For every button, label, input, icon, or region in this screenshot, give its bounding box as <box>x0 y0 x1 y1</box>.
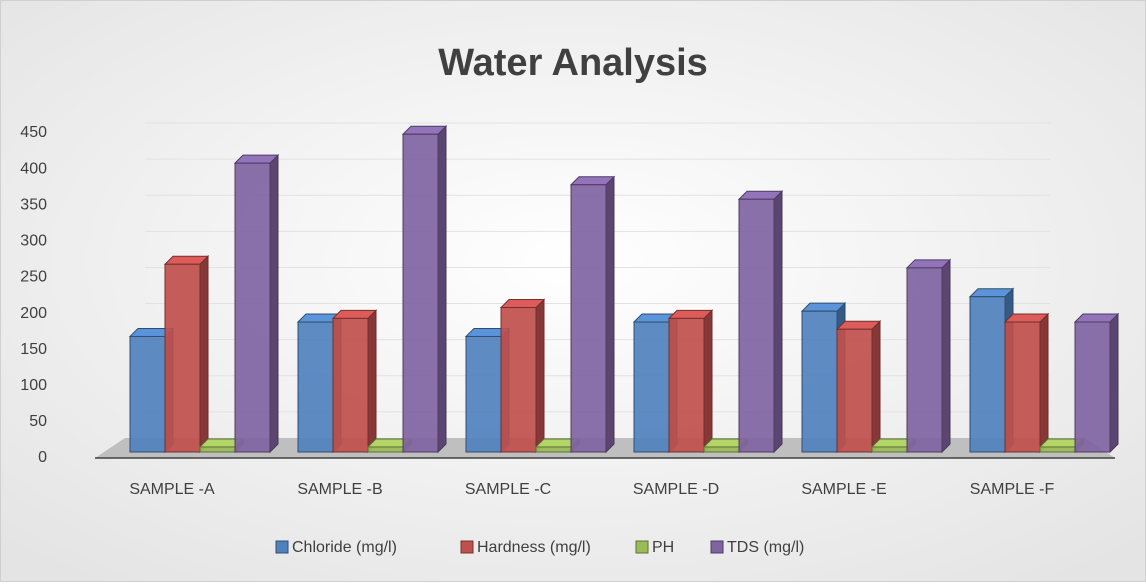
bar <box>233 153 280 454</box>
bar-front <box>402 133 439 453</box>
legend-swatch <box>710 540 724 554</box>
bar-top <box>800 302 847 312</box>
legend-swatch <box>635 540 649 554</box>
bar-front <box>1074 321 1111 453</box>
x-tick-label: SAMPLE -D <box>633 481 719 498</box>
bar-top <box>499 299 546 309</box>
bar-front <box>668 317 705 453</box>
bar-top <box>233 154 280 164</box>
bar-side <box>1039 312 1049 454</box>
bar <box>331 309 378 454</box>
y-tick-label: 0 <box>38 449 47 466</box>
bar-side <box>703 309 713 454</box>
legend-label: PH <box>652 539 674 556</box>
bar-side <box>773 190 783 454</box>
y-tick-label: 400 <box>20 160 47 177</box>
bar-front <box>1039 446 1076 453</box>
bar <box>401 125 448 454</box>
bar-side <box>871 320 881 454</box>
bar-front <box>801 310 838 453</box>
legend-label: Chloride (mg/l) <box>292 539 397 556</box>
bar-front <box>1004 321 1041 453</box>
bar-front <box>969 296 1006 453</box>
bar-side <box>605 175 615 454</box>
y-tick-label: 450 <box>20 124 47 141</box>
bar <box>569 175 616 454</box>
bar-top <box>401 125 448 135</box>
bar-front <box>332 317 369 453</box>
bar-front <box>129 335 166 453</box>
x-tick-label: SAMPLE -C <box>465 481 551 498</box>
x-tick-label: SAMPLE -F <box>970 481 1055 498</box>
bar <box>499 298 546 454</box>
bar <box>632 312 679 454</box>
bar-side <box>199 255 209 454</box>
bar <box>835 320 882 454</box>
bar-front <box>836 328 873 453</box>
bar-top <box>835 320 882 330</box>
y-tick-label: 350 <box>20 196 47 213</box>
bar-front <box>570 184 607 453</box>
bar-front <box>871 446 908 453</box>
y-tick-label: 300 <box>20 233 47 250</box>
bar-front <box>199 446 236 453</box>
bar-front <box>738 198 775 453</box>
bar-top <box>667 309 714 319</box>
x-tick-label: SAMPLE -E <box>801 481 886 498</box>
y-tick-label: 200 <box>20 305 47 322</box>
bar-front <box>367 446 404 453</box>
bar-side <box>535 298 545 454</box>
bar <box>737 190 784 454</box>
legend-swatch <box>275 540 289 554</box>
bar-side <box>367 309 377 454</box>
bar-top <box>569 176 616 186</box>
bar-top <box>1073 313 1120 323</box>
y-tick-label: 100 <box>20 377 47 394</box>
bar-top <box>331 309 378 319</box>
bar-top <box>905 259 952 269</box>
x-tick-label: SAMPLE -A <box>129 481 215 498</box>
bar-front <box>297 321 334 453</box>
bar-front <box>535 446 572 453</box>
y-tick-label: 150 <box>20 341 47 358</box>
chart-title: Water Analysis <box>438 42 708 84</box>
bar-top <box>163 255 210 265</box>
bar-top <box>737 190 784 200</box>
bar-front <box>465 335 502 453</box>
bar-side <box>1109 312 1119 454</box>
legend-label: TDS (mg/l) <box>727 539 804 556</box>
bar-side <box>941 258 951 454</box>
y-tick-label: 250 <box>20 269 47 286</box>
bar <box>905 258 952 454</box>
bar-front <box>703 446 740 453</box>
bar <box>1073 312 1120 454</box>
legend-label: Hardness (mg/l) <box>477 539 591 556</box>
bar <box>667 309 714 454</box>
bar <box>163 255 210 454</box>
bar-side <box>437 125 447 454</box>
bar-front <box>633 321 670 453</box>
bar-top <box>1003 313 1050 323</box>
y-tick-label: 50 <box>29 413 47 430</box>
bar-front <box>906 267 943 453</box>
bar-top <box>968 288 1015 298</box>
bar-front <box>164 263 201 453</box>
bar-front <box>234 162 271 453</box>
bar-front <box>500 307 537 453</box>
x-tick-label: SAMPLE -B <box>297 481 382 498</box>
legend-swatch <box>460 540 474 554</box>
bar <box>1003 312 1050 454</box>
bar-side <box>269 153 279 454</box>
bar <box>702 437 749 454</box>
